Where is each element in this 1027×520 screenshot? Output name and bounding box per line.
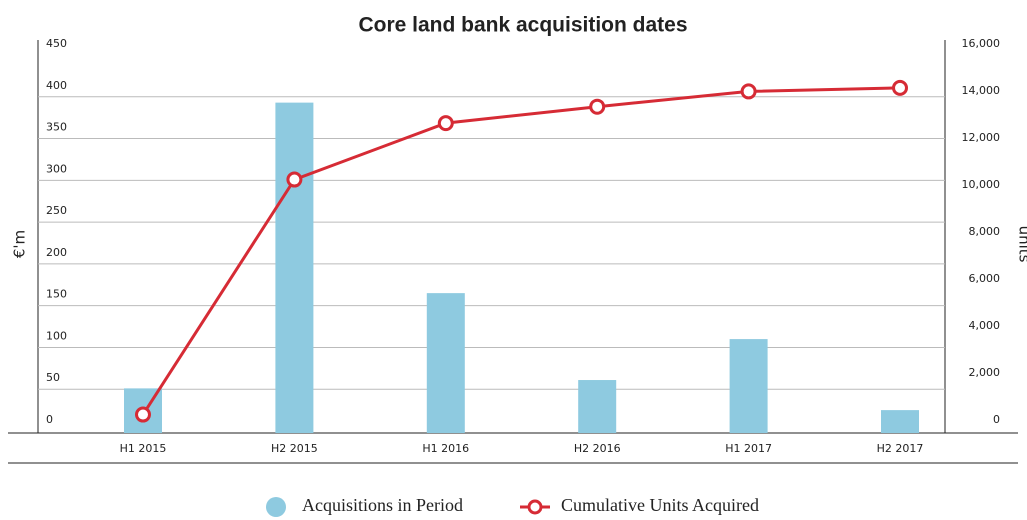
y2-tick-label: 12,000 bbox=[962, 131, 1001, 144]
y-tick-label: 200 bbox=[46, 246, 67, 259]
y-tick-label: 150 bbox=[46, 288, 67, 301]
line-point bbox=[892, 79, 908, 96]
bar bbox=[275, 102, 314, 434]
line-point bbox=[135, 406, 151, 423]
line-point bbox=[589, 98, 606, 115]
bar bbox=[729, 339, 768, 433]
y2-axis-title: units bbox=[1016, 226, 1027, 263]
legend-label: Cumulative Units Acquired bbox=[561, 495, 759, 515]
y-tick-label: 100 bbox=[46, 329, 67, 342]
y2-tick-label: 10,000 bbox=[962, 178, 1001, 191]
x-tick-label: H1 2015 bbox=[120, 442, 167, 455]
y2-tick-label: 16,000 bbox=[962, 37, 1001, 50]
y2-tick-label: 6,000 bbox=[969, 272, 1001, 285]
x-tick-label: H2 2015 bbox=[271, 442, 318, 455]
y-tick-label: 350 bbox=[46, 121, 67, 134]
bar bbox=[578, 380, 617, 433]
y-axis-title: €'m bbox=[11, 230, 29, 258]
y2-tick-label: 8,000 bbox=[969, 225, 1001, 238]
line-point bbox=[437, 115, 454, 132]
legend-label: Acquisitions in Period bbox=[302, 495, 463, 515]
y-tick-label: 450 bbox=[46, 37, 67, 50]
line-point bbox=[740, 83, 757, 100]
bar bbox=[426, 293, 465, 433]
x-tick-label: H1 2016 bbox=[422, 442, 469, 455]
x-tick-label: H2 2016 bbox=[574, 442, 621, 455]
x-tick-label: H2 2017 bbox=[877, 442, 924, 455]
bar bbox=[881, 410, 919, 433]
legend-swatch bbox=[527, 499, 543, 515]
y-tick-label: 250 bbox=[46, 204, 67, 217]
y-tick-label: 0 bbox=[46, 413, 53, 426]
y2-tick-label: 14,000 bbox=[962, 84, 1001, 97]
y-tick-label: 50 bbox=[46, 371, 60, 384]
y2-tick-label: 0 bbox=[993, 413, 1000, 426]
legend-swatch bbox=[266, 497, 286, 517]
chart-title: Core land bank acquisition dates bbox=[358, 14, 687, 37]
y-tick-label: 300 bbox=[46, 162, 67, 175]
line bbox=[141, 86, 901, 416]
y-tick-label: 400 bbox=[46, 79, 67, 92]
line-point bbox=[286, 171, 303, 188]
y2-tick-label: 4,000 bbox=[969, 319, 1001, 332]
y2-tick-label: 2,000 bbox=[969, 366, 1001, 379]
x-tick-label: H1 2017 bbox=[725, 442, 772, 455]
